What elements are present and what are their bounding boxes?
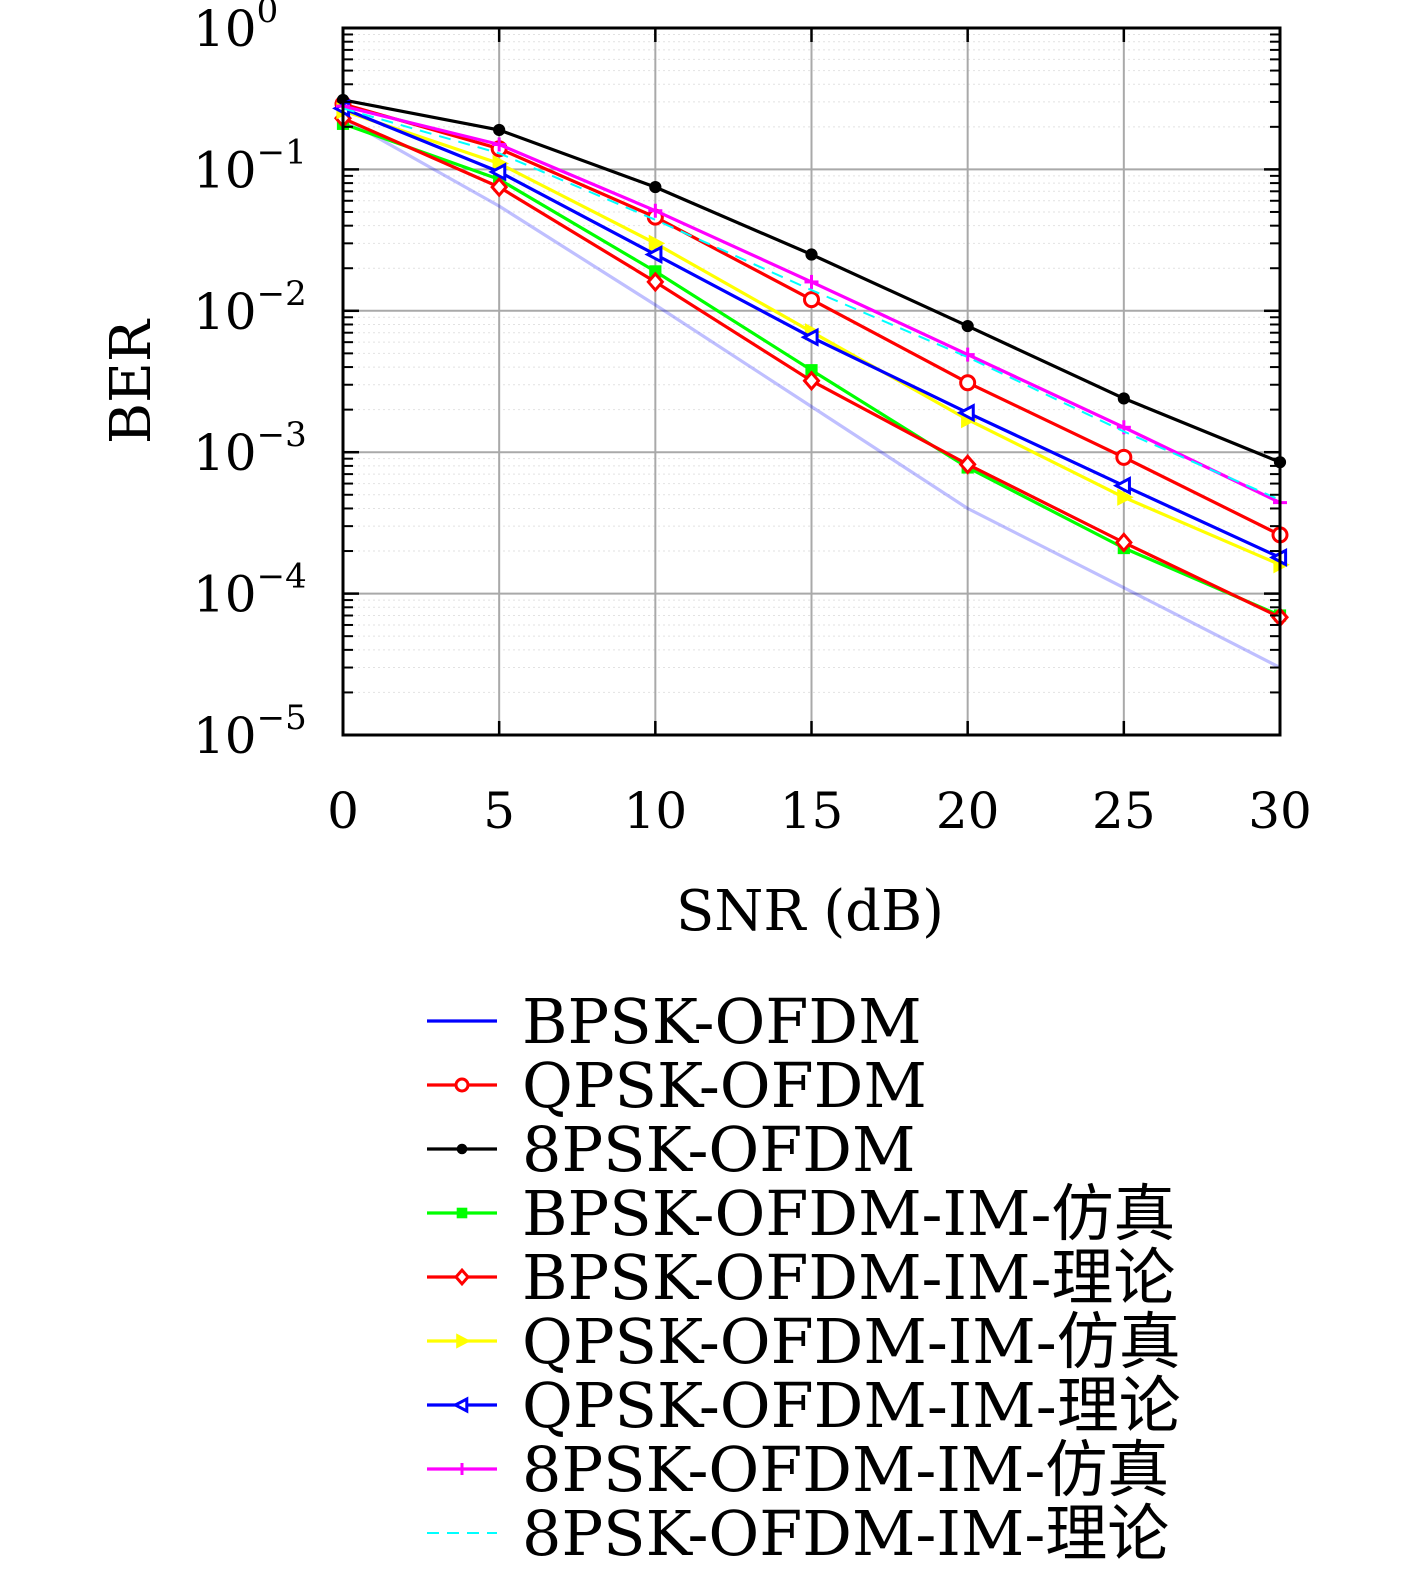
series-0 bbox=[342, 116, 1281, 669]
y-tick-label: 100 bbox=[193, 0, 278, 58]
series-line bbox=[342, 107, 1281, 501]
legend-swatch-marker bbox=[456, 1463, 468, 1475]
x-tick-label: 20 bbox=[936, 782, 1000, 840]
data-point bbox=[649, 180, 662, 194]
data-point bbox=[648, 203, 663, 218]
y-tick-label: 10−1 bbox=[193, 132, 307, 199]
legend-label: 8PSK-OFDM bbox=[522, 1113, 915, 1186]
x-tick-label: 5 bbox=[483, 782, 515, 840]
data-point bbox=[493, 123, 506, 137]
legend-label: BPSK-OFDM-IM-理论 bbox=[522, 1241, 1175, 1314]
data-point bbox=[956, 403, 975, 423]
legend-item-2: 8PSK-OFDM bbox=[427, 1113, 915, 1186]
legend-item-8: 8PSK-OFDM-IM-理论 bbox=[427, 1497, 1169, 1570]
x-axis-title: SNR (dB) bbox=[676, 879, 944, 944]
legend-item-6: QPSK-OFDM-IM-理论 bbox=[427, 1369, 1181, 1442]
data-point bbox=[646, 271, 665, 293]
legend-label: QPSK-OFDM-IM-仿真 bbox=[522, 1305, 1181, 1378]
legend-swatch-marker bbox=[452, 1396, 469, 1414]
series-line bbox=[342, 116, 1281, 669]
data-point bbox=[805, 248, 818, 261]
y-tick-label: 10−3 bbox=[193, 415, 307, 482]
legend-item-1: QPSK-OFDM bbox=[427, 1049, 927, 1122]
data-point bbox=[644, 245, 663, 265]
legend-item-5: QPSK-OFDM-IM-仿真 bbox=[427, 1305, 1181, 1378]
data-point bbox=[804, 274, 819, 289]
legend-item-3: BPSK-OFDM-IM-仿真 bbox=[427, 1177, 1175, 1250]
legend-swatch-marker bbox=[454, 1267, 470, 1287]
series-8 bbox=[342, 107, 1281, 501]
legend-label: 8PSK-OFDM-IM-仿真 bbox=[522, 1433, 1169, 1506]
data-point bbox=[961, 319, 974, 333]
x-tick-label: 15 bbox=[780, 782, 844, 840]
axis-ticks: 0 5 10 15 20 25 30 100 10−1 10−2 10−3 10−4 10−5 bbox=[193, 0, 1312, 840]
legend-swatch-marker bbox=[456, 1207, 468, 1219]
data-point bbox=[1114, 532, 1133, 553]
x-tick-label: 30 bbox=[1248, 782, 1312, 840]
x-tick-label: 0 bbox=[327, 782, 359, 840]
data-point bbox=[488, 162, 507, 182]
data-point bbox=[1112, 476, 1131, 496]
y-tick-label: 10−4 bbox=[193, 557, 307, 624]
series-2 bbox=[336, 93, 1287, 469]
legend-item-7: 8PSK-OFDM-IM-仿真 bbox=[427, 1433, 1169, 1506]
data-point bbox=[648, 234, 666, 252]
x-tick-label: 25 bbox=[1092, 782, 1156, 840]
data-point bbox=[803, 291, 820, 309]
data-point bbox=[802, 370, 821, 392]
legend-label: 8PSK-OFDM-IM-理论 bbox=[522, 1497, 1169, 1570]
legend-label: QPSK-OFDM bbox=[522, 1049, 927, 1122]
legend-label: BPSK-OFDM-IM-仿真 bbox=[522, 1177, 1175, 1250]
series-group bbox=[332, 93, 1290, 669]
legend-swatch-marker bbox=[456, 1333, 471, 1349]
data-point bbox=[1117, 392, 1130, 405]
legend-swatch-marker bbox=[456, 1143, 468, 1155]
legend-item-0: BPSK-OFDM bbox=[427, 985, 922, 1058]
data-point bbox=[958, 454, 977, 475]
data-point bbox=[1117, 488, 1134, 506]
legend: BPSK-OFDMQPSK-OFDM8PSK-OFDMBPSK-OFDM-IM-… bbox=[427, 985, 1181, 1570]
data-point bbox=[959, 374, 977, 392]
legend-item-4: BPSK-OFDM-IM-理论 bbox=[427, 1241, 1175, 1314]
data-point bbox=[1115, 448, 1133, 466]
y-tick-label: 10−5 bbox=[193, 698, 307, 765]
y-axis-title: BER bbox=[99, 318, 164, 444]
y-tick-label: 10−2 bbox=[193, 274, 307, 341]
legend-swatch-marker bbox=[454, 1077, 470, 1093]
legend-label: BPSK-OFDM bbox=[522, 985, 922, 1058]
data-point bbox=[490, 176, 509, 198]
data-point bbox=[800, 327, 819, 347]
data-point bbox=[492, 137, 507, 152]
legend-label: QPSK-OFDM-IM-理论 bbox=[522, 1369, 1181, 1442]
x-tick-label: 10 bbox=[624, 782, 688, 840]
